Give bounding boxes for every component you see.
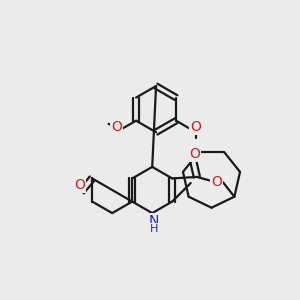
Text: H: H (150, 224, 158, 233)
Text: O: O (189, 147, 200, 161)
Text: O: O (111, 120, 122, 134)
Text: O: O (74, 178, 85, 192)
Text: O: O (212, 175, 222, 189)
Text: N: N (148, 214, 159, 228)
Text: O: O (190, 120, 201, 134)
